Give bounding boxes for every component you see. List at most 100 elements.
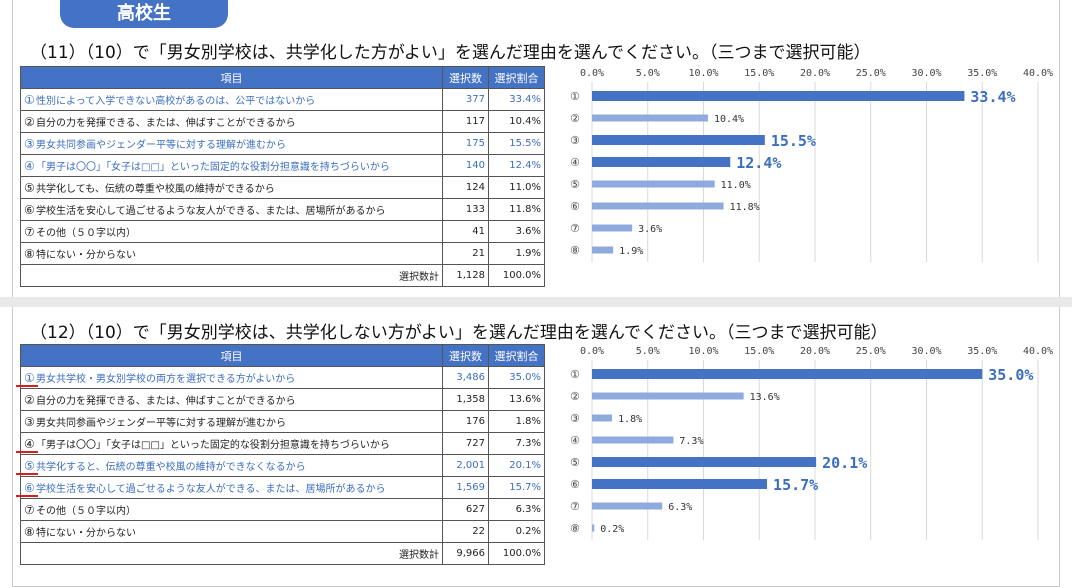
x-tick-label: 20.0% bbox=[800, 346, 830, 357]
row-item-cell: ④「男子は〇〇」「女子は□□」といった固定的な役割分担意識を持ちづらいから bbox=[20, 154, 443, 177]
row-count: 133 bbox=[442, 198, 489, 221]
bar bbox=[592, 436, 674, 444]
data-label: 10.4% bbox=[714, 114, 744, 125]
row-count: 41 bbox=[442, 220, 489, 243]
row-count: 1,358 bbox=[442, 388, 489, 411]
row-number: ② bbox=[24, 393, 35, 407]
row-number: ④ bbox=[24, 159, 35, 173]
row-ratio: 15.7% bbox=[488, 476, 545, 499]
data-label: 13.6% bbox=[750, 392, 780, 403]
red-marker bbox=[16, 473, 38, 475]
row-count: 1,569 bbox=[442, 476, 489, 499]
total-label: 選択数計 bbox=[20, 264, 443, 287]
row-item-cell: ⑦その他（５０字以内） bbox=[20, 220, 443, 243]
x-tick-label: 40.0% bbox=[1023, 68, 1053, 79]
row-count: 377 bbox=[442, 88, 489, 111]
row-item-cell: ②自分の力を発揮できる、または、伸ばすことができるから bbox=[20, 388, 443, 411]
row-number: ① bbox=[24, 93, 35, 107]
row-number: ③ bbox=[24, 137, 35, 151]
x-tick-label: 0.0% bbox=[580, 68, 604, 79]
row-label: 「男子は〇〇」「女子は□□」といった固定的な役割分担意識を持ちづらいから bbox=[36, 162, 390, 173]
page-frame bbox=[12, 0, 1060, 587]
row-count: 124 bbox=[442, 176, 489, 199]
table-row: ②自分の力を発揮できる、または、伸ばすことができるから 117 10.4% bbox=[20, 110, 545, 133]
x-tick-label: 35.0% bbox=[967, 68, 997, 79]
table-row: ⑥学校生活を安心して過ごせるような友人ができる、または、居場所があるから 1,56… bbox=[20, 476, 545, 499]
x-tick-label: 40.0% bbox=[1023, 346, 1053, 357]
row-item-cell: ④「男子は〇〇」「女子は□□」といった固定的な役割分担意識を持ちづらいから bbox=[20, 432, 443, 455]
row-count: 2,001 bbox=[442, 454, 489, 477]
bar bbox=[592, 479, 768, 489]
row-ratio: 1.8% bbox=[488, 410, 545, 433]
row-count: 3,486 bbox=[442, 366, 489, 389]
table-row: ⑦その他（５０字以内） 627 6.3% bbox=[20, 498, 545, 521]
data-label: 6.3% bbox=[668, 502, 692, 513]
table-row: ③男女共同参画やジェンダー平等に対する理解が進むから 175 15.5% bbox=[20, 132, 545, 155]
row-item-cell: ⑤共学化しても、伝統の尊重や校風の維持ができるから bbox=[20, 176, 443, 199]
row-item-cell: ⑧特にない・分からない bbox=[20, 520, 443, 543]
question-title-1: （11）（10）で「男女別学校は、共学化した方がよい」を選んだ理由を選んでくださ… bbox=[30, 43, 871, 63]
category-label: ④ bbox=[570, 434, 580, 447]
row-label: 男女共学校・男女別学校の両方を選択できる方がよいから bbox=[36, 374, 296, 385]
row-ratio: 33.4% bbox=[488, 88, 545, 111]
row-item-cell: ⑥学校生活を安心して過ごせるような友人ができる、または、居場所があるから bbox=[20, 198, 443, 221]
red-marker bbox=[16, 385, 38, 387]
row-label: 特にない・分からない bbox=[36, 528, 136, 539]
table-row: ①男女共学校・男女別学校の両方を選択できる方がよいから 3,486 35.0% bbox=[20, 366, 545, 389]
row-count: 627 bbox=[442, 498, 489, 521]
table-row: ①性別によって入学できない高校があるのは、公平ではないから 377 33.4% bbox=[20, 88, 545, 111]
row-label: 「男子は〇〇」「女子は□□」といった固定的な役割分担意識を持ちづらいから bbox=[36, 440, 390, 451]
table-row: ⑧特にない・分からない 22 0.2% bbox=[20, 520, 545, 543]
table-row: ⑥学校生活を安心して過ごせるような友人ができる、または、居場所があるから 133 1… bbox=[20, 198, 545, 221]
bar bbox=[592, 524, 595, 532]
x-tick-label: 10.0% bbox=[688, 346, 718, 357]
data-label: 1.9% bbox=[619, 246, 643, 257]
row-item-cell: ②自分の力を発揮できる、または、伸ばすことができるから bbox=[20, 110, 443, 133]
x-tick-label: 15.0% bbox=[744, 68, 774, 79]
row-ratio: 3.6% bbox=[488, 220, 545, 243]
data-label: 15.5% bbox=[771, 132, 816, 150]
row-label: 男女共同参画やジェンダー平等に対する理解が進むから bbox=[36, 140, 286, 151]
category-label: ⑦ bbox=[570, 500, 580, 513]
red-marker bbox=[16, 451, 38, 453]
row-label: 自分の力を発揮できる、または、伸ばすことができるから bbox=[36, 396, 296, 407]
row-item-cell: ⑧特にない・分からない bbox=[20, 242, 443, 265]
bar bbox=[592, 114, 708, 122]
header-item: 項目 bbox=[20, 344, 443, 367]
row-label: その他（５０字以内） bbox=[36, 506, 136, 517]
row-ratio: 7.3% bbox=[488, 432, 545, 455]
row-number: ⑧ bbox=[24, 247, 35, 261]
bar bbox=[592, 392, 744, 400]
data-label: 1.8% bbox=[618, 414, 642, 425]
row-label: 共学化しても、伝統の尊重や校風の維持ができるから bbox=[36, 184, 275, 195]
bar-chart-2: 0.0% 5.0% 10.0% 15.0% 20.0% 25.0% 30.0% 35.0% 40… bbox=[570, 346, 1053, 540]
results-table-2: 項目 選択数 選択割合 ①男女共学校・男女別学校の両方を選択できる方がよいから 3… bbox=[20, 344, 545, 565]
category-label: ③ bbox=[570, 412, 580, 425]
category-label: ① bbox=[570, 90, 580, 103]
x-tick-label: 25.0% bbox=[856, 346, 886, 357]
category-label: ② bbox=[570, 112, 580, 125]
category-label: ① bbox=[570, 368, 580, 381]
x-tick-label: 5.0% bbox=[636, 68, 660, 79]
row-number: ⑤ bbox=[24, 181, 35, 195]
row-number: ⑥ bbox=[24, 203, 35, 217]
total-row: 選択数計 9,966 100.0% bbox=[20, 542, 545, 565]
row-ratio: 11.8% bbox=[488, 198, 545, 221]
data-label: 3.6% bbox=[638, 224, 662, 235]
header-count: 選択数 bbox=[442, 66, 489, 89]
category-label: ⑤ bbox=[570, 178, 580, 191]
row-item-cell: ①性別によって入学できない高校があるのは、公平ではないから bbox=[20, 88, 443, 111]
bar bbox=[592, 202, 724, 210]
row-label: 自分の力を発揮できる、または、伸ばすことができるから bbox=[36, 118, 296, 129]
row-count: 21 bbox=[442, 242, 489, 265]
row-count: 140 bbox=[442, 154, 489, 177]
row-number: ④ bbox=[24, 437, 35, 451]
bar bbox=[592, 414, 613, 422]
table-row: ③男女共同参画やジェンダー平等に対する理解が進むから 176 1.8% bbox=[20, 410, 545, 433]
row-ratio: 15.5% bbox=[488, 132, 545, 155]
row-count: 176 bbox=[442, 410, 489, 433]
bar bbox=[592, 135, 765, 145]
bar bbox=[592, 457, 817, 467]
bar bbox=[592, 224, 633, 232]
category-label: ⑥ bbox=[570, 200, 580, 213]
